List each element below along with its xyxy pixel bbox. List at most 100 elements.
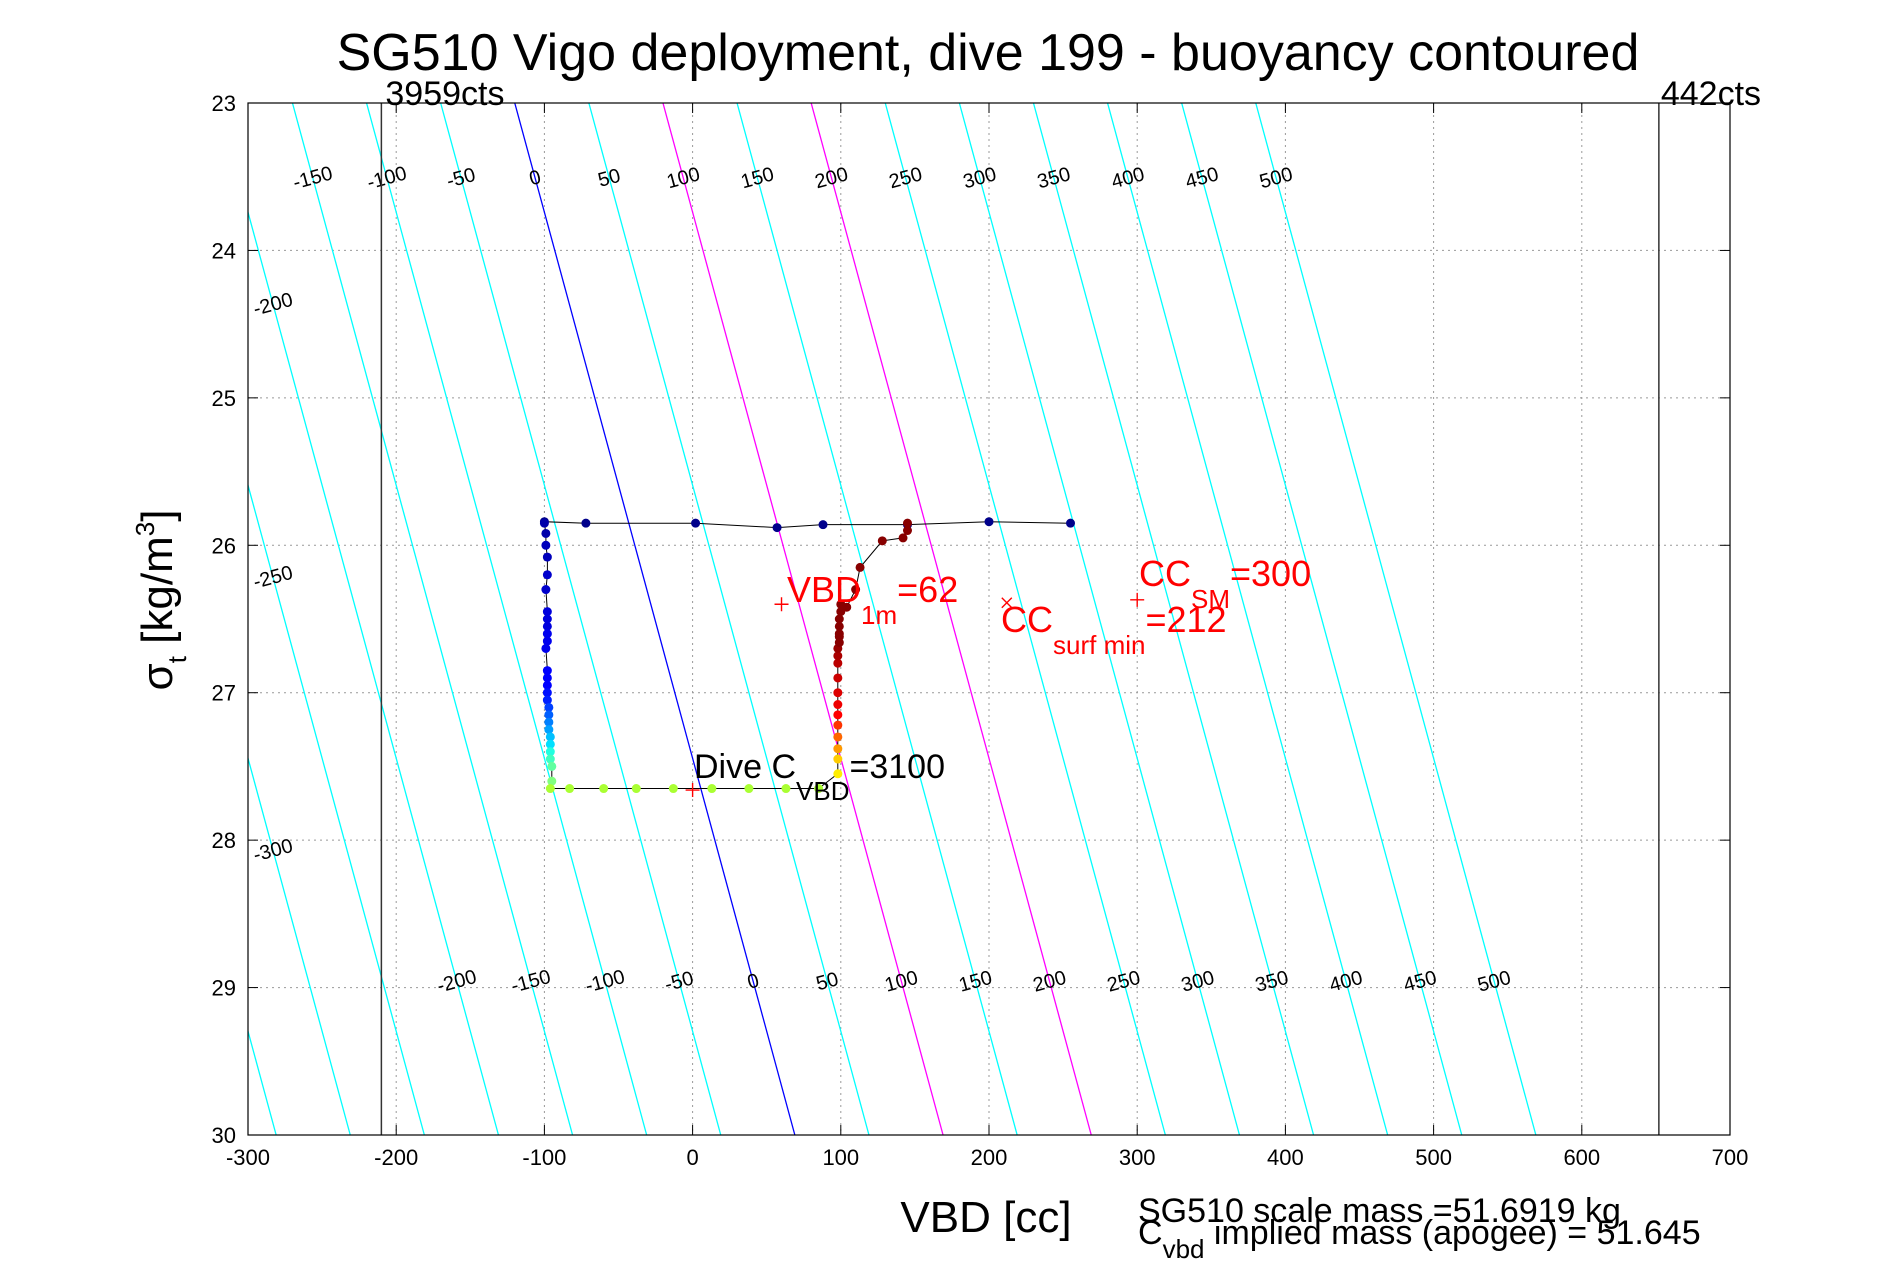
x-tick-label: 600 (1563, 1145, 1600, 1170)
data-point (1066, 518, 1076, 528)
x-tick-label: -200 (374, 1145, 418, 1170)
data-point (542, 673, 552, 683)
implied-mass-main: C (1138, 1214, 1163, 1252)
data-point (833, 688, 843, 698)
data-point (542, 666, 552, 676)
contour-line (1106, 103, 1389, 1135)
data-point (544, 725, 554, 735)
annotation-vbd-1m-value: =62 (897, 569, 958, 610)
data-point (542, 629, 552, 639)
contour-line (248, 755, 351, 1135)
data-point (833, 720, 843, 730)
y-axis-label: σt [kg/m3] (130, 510, 192, 691)
annotation-cc-surf-min: CCsurf min=212 (1001, 599, 1227, 660)
data-point (877, 536, 887, 546)
x-tick-label: -100 (522, 1145, 566, 1170)
annotation-cc-surf-min-value: =212 (1145, 599, 1226, 640)
y-tick-label: 27 (212, 681, 236, 706)
annotation-dive-cvbd: Dive CVBD=3100 (694, 748, 945, 806)
data-point (842, 602, 852, 612)
data-point (544, 702, 554, 712)
contour-line (884, 103, 1166, 1135)
y-tick-label: 23 (212, 91, 236, 116)
data-point (833, 673, 843, 683)
y-axis-label-close: ] (133, 510, 182, 522)
y-axis-label-sup: 3 (130, 522, 160, 536)
data-point (542, 614, 552, 624)
data-point (833, 744, 843, 754)
axis-ticks: -300 -200 -100 0 100 200 300 400 500 600 700232425… (212, 91, 1749, 1170)
x-tick-label: 500 (1415, 1145, 1452, 1170)
contour-line (248, 209, 500, 1135)
data-point (833, 769, 843, 779)
data-point (707, 784, 717, 794)
vbd-limit-lines: 3959cts 442cts (380, 75, 1761, 1135)
y-axis-label-main: σ (133, 663, 182, 690)
annotation-dive-cvbd-main: Dive C (694, 748, 796, 786)
y-tick-label: 29 (212, 976, 236, 1001)
data-point (833, 700, 843, 710)
data-point (542, 636, 552, 646)
data-point (542, 688, 552, 698)
contour-line (248, 482, 425, 1135)
data-point (542, 621, 552, 631)
x-tick-label: -300 (226, 1145, 270, 1170)
data-point (545, 784, 555, 794)
y-tick-label: 30 (212, 1123, 236, 1148)
y-tick-label: 25 (212, 386, 236, 411)
data-point (539, 518, 549, 528)
marker-plus (774, 597, 789, 612)
x-axis-label: VBD [cc] (900, 1193, 1071, 1242)
x-tick-label: 100 (822, 1145, 859, 1170)
annotation-cc-surf-min-main: CC (1001, 599, 1053, 640)
data-point (541, 585, 551, 595)
contour-line (1181, 103, 1463, 1135)
data-point (545, 739, 555, 749)
contour-line (736, 103, 1018, 1135)
data-point (833, 710, 843, 720)
data-point (547, 761, 557, 771)
data-point (541, 528, 551, 538)
implied-mass-sub: vbd (1163, 1234, 1205, 1262)
contour-label-bottom: 0 (745, 970, 761, 994)
contour-line (588, 103, 870, 1135)
x-tick-label: 0 (686, 1145, 698, 1170)
data-point (834, 629, 844, 639)
marker-plus (685, 783, 700, 798)
data-point (541, 643, 551, 653)
marker-x (1001, 597, 1013, 609)
x-tick-label: 400 (1267, 1145, 1304, 1170)
contour-line (958, 103, 1241, 1135)
y-tick-label: 26 (212, 533, 236, 558)
x-tick-label: 300 (1119, 1145, 1156, 1170)
data-point (772, 523, 782, 533)
data-point (544, 710, 554, 720)
data-point (833, 732, 843, 742)
data-point (902, 526, 912, 536)
data-point (834, 614, 844, 624)
data-point (902, 518, 912, 528)
data-point (851, 585, 861, 595)
y-tick-label: 24 (212, 238, 236, 263)
data-point (545, 732, 555, 742)
data-point (542, 570, 552, 580)
contour-line (514, 103, 796, 1135)
contour-line (810, 103, 1092, 1135)
contour-line (365, 103, 648, 1135)
y-tick-label: 28 (212, 828, 236, 853)
data-point (898, 533, 908, 543)
contour-line (1032, 103, 1315, 1135)
data-point (545, 754, 555, 764)
data-point (544, 717, 554, 727)
chart-title: SG510 Vigo deployment, dive 199 - buoyan… (337, 24, 1640, 82)
contour-line (662, 103, 944, 1135)
data-point (547, 776, 557, 786)
annotation-cc-sm-sub: SM (1191, 584, 1230, 614)
implied-mass-value: implied mass (apogee) = 51.645 (1204, 1214, 1700, 1252)
contour-label-top: 0 (527, 166, 543, 190)
scale-mass-text: SG510 scale mass =51.6919 kg (1138, 1192, 1621, 1230)
annotation-dive-cvbd-sub: VBD (796, 776, 849, 806)
y-axis-label-unit: [kg/m (133, 536, 182, 656)
